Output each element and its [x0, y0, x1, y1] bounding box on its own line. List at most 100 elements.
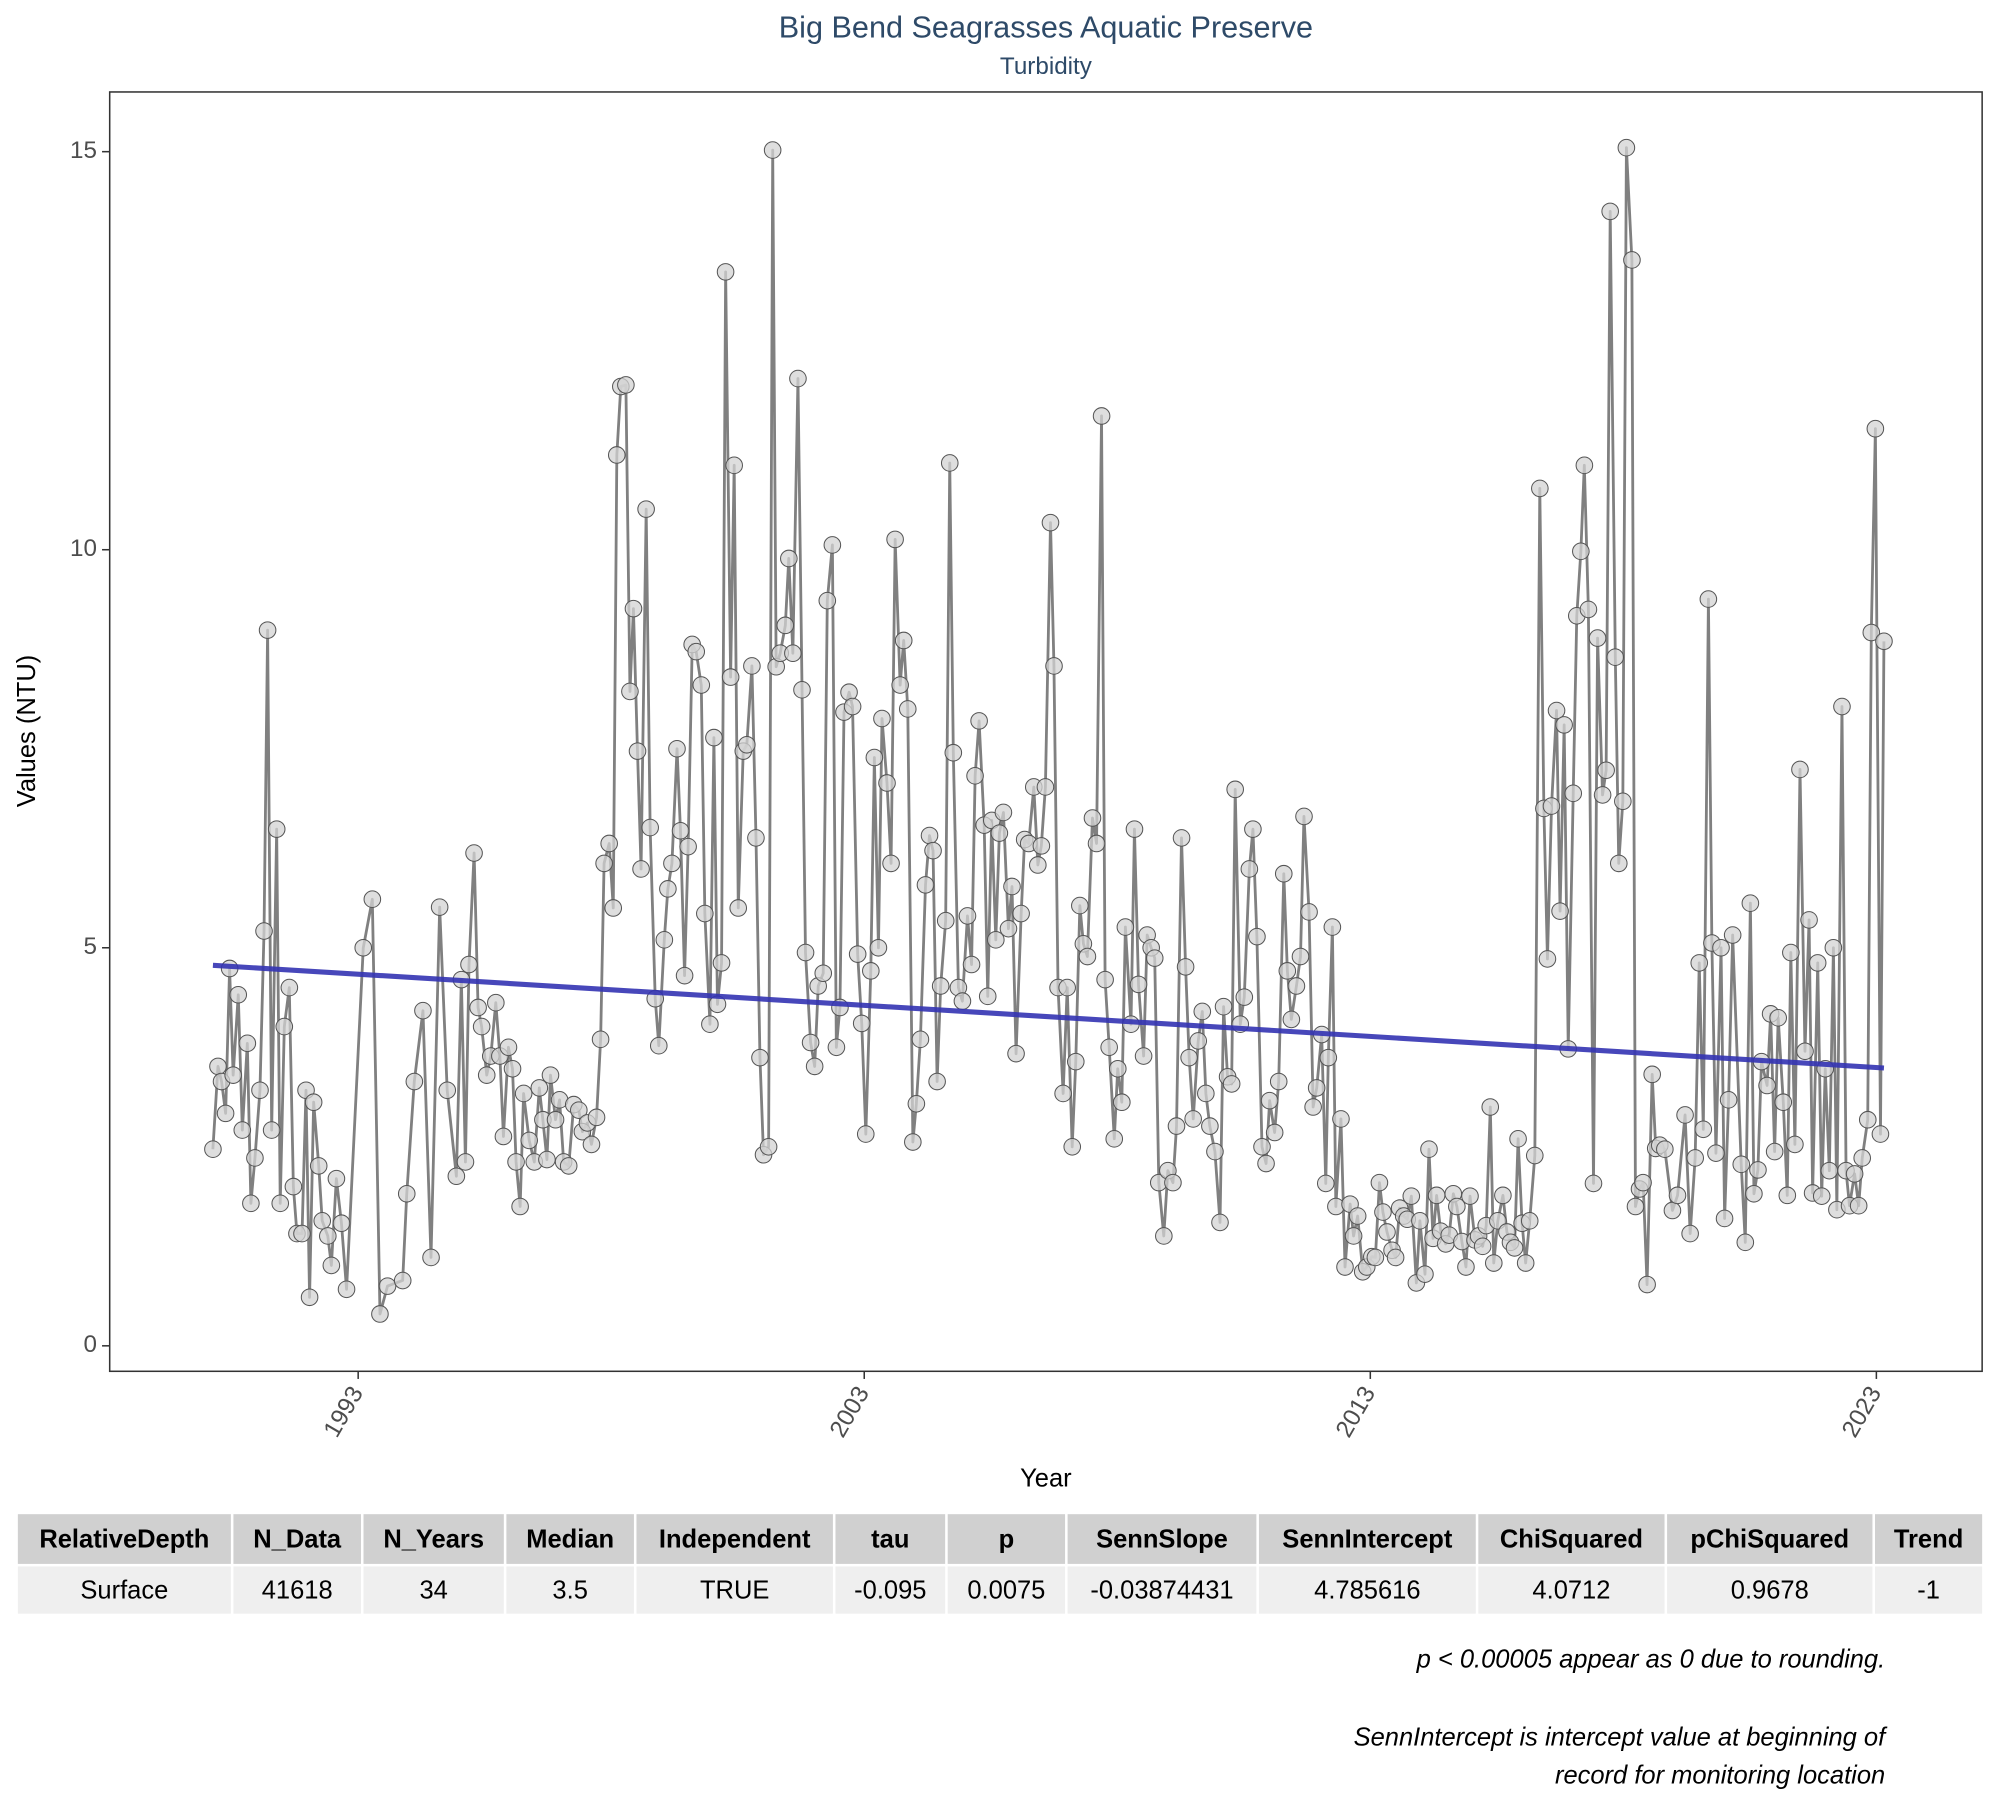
data-point — [882, 854, 900, 873]
data-point — [1244, 820, 1262, 838]
table-value: TRUE — [700, 1577, 769, 1605]
data-point — [1134, 1047, 1153, 1065]
table-header-cell — [17, 1514, 231, 1564]
data-point — [233, 1121, 252, 1139]
data-point — [309, 1157, 328, 1175]
data-point — [1096, 970, 1114, 989]
table-value: -1 — [1917, 1577, 1940, 1605]
table-cell — [1875, 1566, 1983, 1614]
table-header: p — [999, 1526, 1015, 1554]
data-point — [559, 1157, 578, 1175]
data-point — [1715, 1209, 1734, 1228]
data-point — [1643, 1065, 1661, 1084]
table-value: 0.9678 — [1731, 1577, 1809, 1605]
data-point — [1416, 1265, 1434, 1283]
table-header-cell — [1067, 1514, 1257, 1564]
data-point — [878, 774, 896, 792]
data-point — [1411, 1212, 1429, 1230]
data-point — [1197, 1084, 1215, 1103]
data-point — [1036, 778, 1055, 796]
table-header: RelativeDepth — [39, 1526, 209, 1554]
data-point — [1579, 600, 1598, 619]
data-point — [1494, 1186, 1512, 1205]
data-point — [1617, 138, 1636, 157]
data-point — [1707, 1144, 1725, 1162]
data-point — [953, 992, 972, 1010]
data-point — [487, 993, 505, 1012]
data-point — [784, 644, 802, 663]
data-point — [378, 1277, 397, 1295]
table-value: 3.5 — [552, 1577, 587, 1605]
data-point — [1386, 1248, 1405, 1267]
data-point — [1676, 1106, 1694, 1124]
data-point — [1066, 1052, 1085, 1071]
data-point — [1457, 1258, 1475, 1276]
data-point — [1572, 542, 1590, 561]
footnote: SennIntercept is intercept value at begi… — [1354, 1723, 1889, 1751]
data-point — [1105, 1130, 1124, 1148]
data-point — [928, 1072, 946, 1091]
data-point — [354, 938, 373, 957]
data-point — [216, 1104, 235, 1123]
data-point — [1274, 864, 1293, 883]
chart-subtitle: Turbidity — [1000, 53, 1093, 80]
data-point — [414, 1001, 432, 1020]
data-point — [499, 1038, 518, 1057]
table-header-cell — [636, 1514, 833, 1564]
data-point — [1083, 809, 1102, 827]
data-point — [1193, 1002, 1212, 1021]
data-point — [1063, 1137, 1082, 1156]
data-point — [1866, 419, 1885, 438]
data-point — [990, 824, 1009, 842]
data-point — [1214, 997, 1233, 1016]
data-point — [1699, 590, 1718, 608]
table-header-cell — [1258, 1514, 1476, 1564]
data-point — [430, 898, 449, 916]
data-point — [663, 854, 681, 873]
y-tick-label: 0 — [83, 1331, 96, 1358]
data-point — [911, 1030, 930, 1049]
data-point — [1741, 894, 1760, 912]
table-header: SennIntercept — [1282, 1526, 1453, 1554]
data-point — [1723, 926, 1742, 944]
table-header: pChiSquared — [1690, 1526, 1849, 1554]
data-point — [514, 1084, 533, 1103]
data-point — [595, 854, 613, 873]
data-point — [1295, 807, 1313, 826]
plot-border — [108, 91, 1983, 1373]
data-point — [1316, 1174, 1335, 1193]
data-point — [209, 1057, 227, 1076]
data-point — [1800, 911, 1818, 929]
data-point — [936, 911, 955, 930]
data-point — [1681, 1224, 1699, 1243]
data-point — [1782, 943, 1800, 962]
data-point — [1808, 954, 1827, 972]
data-point — [1278, 962, 1297, 980]
data-point — [465, 844, 483, 862]
data-point — [916, 876, 935, 894]
data-point — [1849, 1196, 1868, 1215]
data-point — [363, 890, 382, 909]
data-point — [1240, 860, 1259, 878]
table-header-cell — [506, 1514, 634, 1564]
data-point — [477, 1066, 496, 1084]
data-point — [460, 955, 478, 974]
data-point — [1538, 950, 1557, 968]
data-point — [1129, 975, 1148, 994]
data-point — [1853, 1149, 1872, 1167]
data-point — [541, 1066, 560, 1084]
data-point — [869, 938, 888, 957]
table-header-cell — [947, 1514, 1066, 1564]
data-point — [251, 1081, 269, 1100]
data-point — [1032, 837, 1051, 855]
data-point — [422, 1248, 440, 1267]
data-point — [1116, 918, 1135, 936]
data-point — [655, 931, 674, 949]
data-point — [1201, 1117, 1219, 1135]
table-value: 41618 — [262, 1577, 333, 1605]
data-point — [1172, 829, 1191, 847]
data-point — [873, 709, 891, 728]
data-point — [970, 712, 988, 730]
table-value: 4.0712 — [1532, 1577, 1610, 1605]
data-point — [852, 1014, 871, 1033]
